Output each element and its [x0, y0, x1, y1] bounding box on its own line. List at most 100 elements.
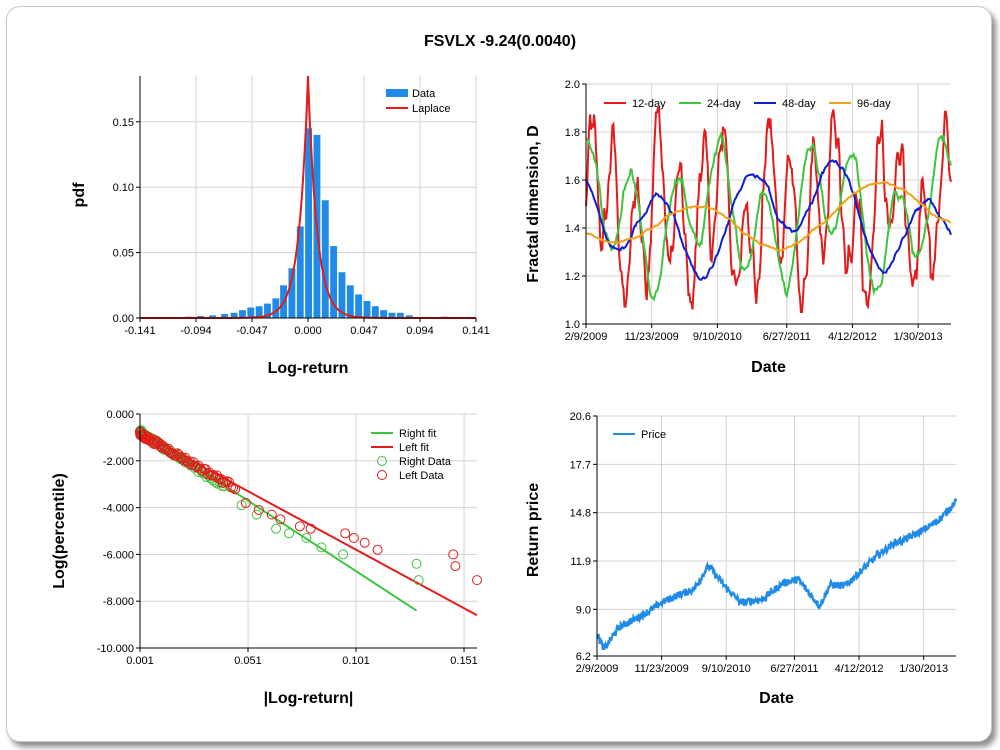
tails-chart: 0.001 0.051 0.101 0.151 0.000 -2.000 -4.000 -6.… [51, 409, 482, 707]
price-y-tick-label: 9.0 [576, 604, 591, 616]
hist-bar [230, 312, 238, 318]
hist-bar [272, 298, 280, 318]
legend-left-data-label: Left Data [399, 470, 445, 482]
hist-x-tick-label: 0.141 [462, 325, 490, 337]
tails-y-tick-label: 0.000 [106, 409, 134, 421]
hist-bar [396, 312, 404, 318]
right-data-point [301, 533, 312, 544]
fractal-y-tick-label: 2.0 [565, 79, 580, 91]
right-data-point [271, 523, 282, 534]
right-data-point [338, 549, 349, 560]
price-line [596, 498, 957, 651]
left-data-point [266, 509, 277, 520]
fractal-x-tick-label: 4/12/2012 [828, 331, 877, 343]
hist-bar [247, 307, 255, 318]
left-data-point [178, 455, 189, 466]
right-data-point [251, 509, 262, 520]
hist-y-tick-label: 0.10 [113, 182, 134, 194]
hist-bar [371, 306, 379, 318]
price-x-axis-label: Date [759, 690, 794, 707]
left-data-point [157, 442, 168, 453]
hist-bar [346, 285, 354, 318]
price-x-tick-label: 4/12/2012 [835, 663, 884, 675]
tails-x-tick-label: 0.001 [126, 655, 154, 667]
fractal-y-tick-label: 1.6 [565, 175, 580, 187]
tails-y-tick-label: -6.000 [103, 549, 134, 561]
hist-bar [296, 226, 304, 318]
price-plot-area [597, 416, 956, 656]
left-data-point [200, 464, 211, 475]
tails-x-tick-label: 0.101 [342, 655, 370, 667]
right-data-point [411, 558, 422, 569]
price-chart: 2/9/2009 11/23/2009 9/10/2010 6/27/2011 4/12… [525, 411, 957, 707]
left-data-point [448, 549, 459, 560]
hist-x-tick-label: -0.141 [124, 325, 155, 337]
tails-y-tick-label: -10.000 [97, 643, 134, 655]
left-data-point [154, 440, 165, 451]
price-x-tick-label: 9/10/2010 [702, 663, 751, 675]
fractal-series-24-day [585, 131, 952, 302]
fractal-y-tick-label: 1.4 [565, 223, 580, 235]
legend-price-label: Price [641, 429, 666, 441]
fractal-y-tick-label: 1.2 [565, 271, 580, 283]
left-data-point [294, 521, 305, 532]
hist-y-tick-label: 0.00 [113, 313, 134, 325]
tails-x-axis-label: |Log-return| [264, 690, 354, 707]
fractal-series-48-day [585, 159, 952, 282]
legend-data-swatch [386, 89, 408, 97]
left-data-point [240, 497, 251, 508]
fractal-y-tick-label: 1.0 [565, 319, 580, 331]
hist-bar [305, 128, 313, 318]
hist-bar [288, 268, 296, 318]
left-data-point [348, 533, 359, 544]
fractal-series-96-day [585, 180, 952, 252]
hist-bar [239, 310, 246, 318]
legend-laplace-label: Laplace [412, 103, 451, 115]
fractal-y-tick-label: 1.8 [565, 127, 580, 139]
hist-bar [321, 200, 329, 318]
hist-bar [221, 314, 229, 318]
fractal-x-axis-label: Date [751, 359, 786, 376]
legend-12-day-label: 12-day [632, 98, 666, 110]
price-x-tick-label: 1/30/2013 [899, 663, 948, 675]
right-data-point [413, 575, 424, 586]
main-title: FSVLX -9.24(0.0040) [423, 33, 577, 50]
legend-data-label: Data [412, 88, 436, 100]
left-data-point [253, 504, 264, 515]
price-x-tick-label: 6/27/2011 [770, 663, 818, 675]
hist-bar [405, 315, 413, 318]
left-data-point [472, 575, 482, 586]
fractal-x-tick-label: 9/10/2010 [693, 331, 742, 343]
fractal-x-tick-label: 11/23/2009 [625, 331, 679, 343]
fractal-x-tick-label: 2/9/2009 [565, 331, 608, 343]
price-y-axis-label: Return price [525, 483, 542, 577]
left-data-point [208, 470, 219, 481]
fractal-chart: 2/9/2009 11/23/2009 9/10/2010 6/27/2011 4/12… [525, 79, 952, 376]
left-data-point [230, 484, 241, 495]
hist-x-tick-label: 0.047 [350, 325, 378, 337]
tails-plot-area [140, 414, 477, 648]
left-data-point [212, 470, 223, 481]
left-data-point [340, 528, 351, 539]
legend-right-data-label: Right Data [399, 456, 452, 468]
hist-bar [255, 306, 263, 318]
price-y-tick-label: 14.8 [570, 508, 591, 520]
price-x-tick-label: 11/23/2009 [634, 663, 688, 675]
tails-y-axis-label: Log(percentile) [51, 473, 68, 589]
hist-x-tick-label: 0.000 [294, 325, 322, 337]
tails-x-tick-label: 0.151 [450, 655, 478, 667]
tails-x-tick-label: 0.051 [234, 655, 262, 667]
hist-x-axis-label: Log-return [268, 360, 349, 377]
fractal-x-tick-label: 1/30/2013 [894, 331, 943, 343]
legend-right-data-swatch [377, 456, 387, 466]
legend-right-fit-label: Right fit [399, 428, 436, 440]
legend-24-day-label: 24-day [707, 98, 741, 110]
legend-left-fit-label: Left fit [399, 442, 429, 454]
fractal-x-tick-label: 6/27/2011 [763, 331, 811, 343]
right-data-point [316, 542, 327, 553]
left-data-point [275, 514, 286, 525]
hist-y-axis-label: pdf [71, 182, 88, 208]
legend-96-day-label: 96-day [857, 98, 891, 110]
tails-y-tick-label: -2.000 [103, 456, 134, 468]
